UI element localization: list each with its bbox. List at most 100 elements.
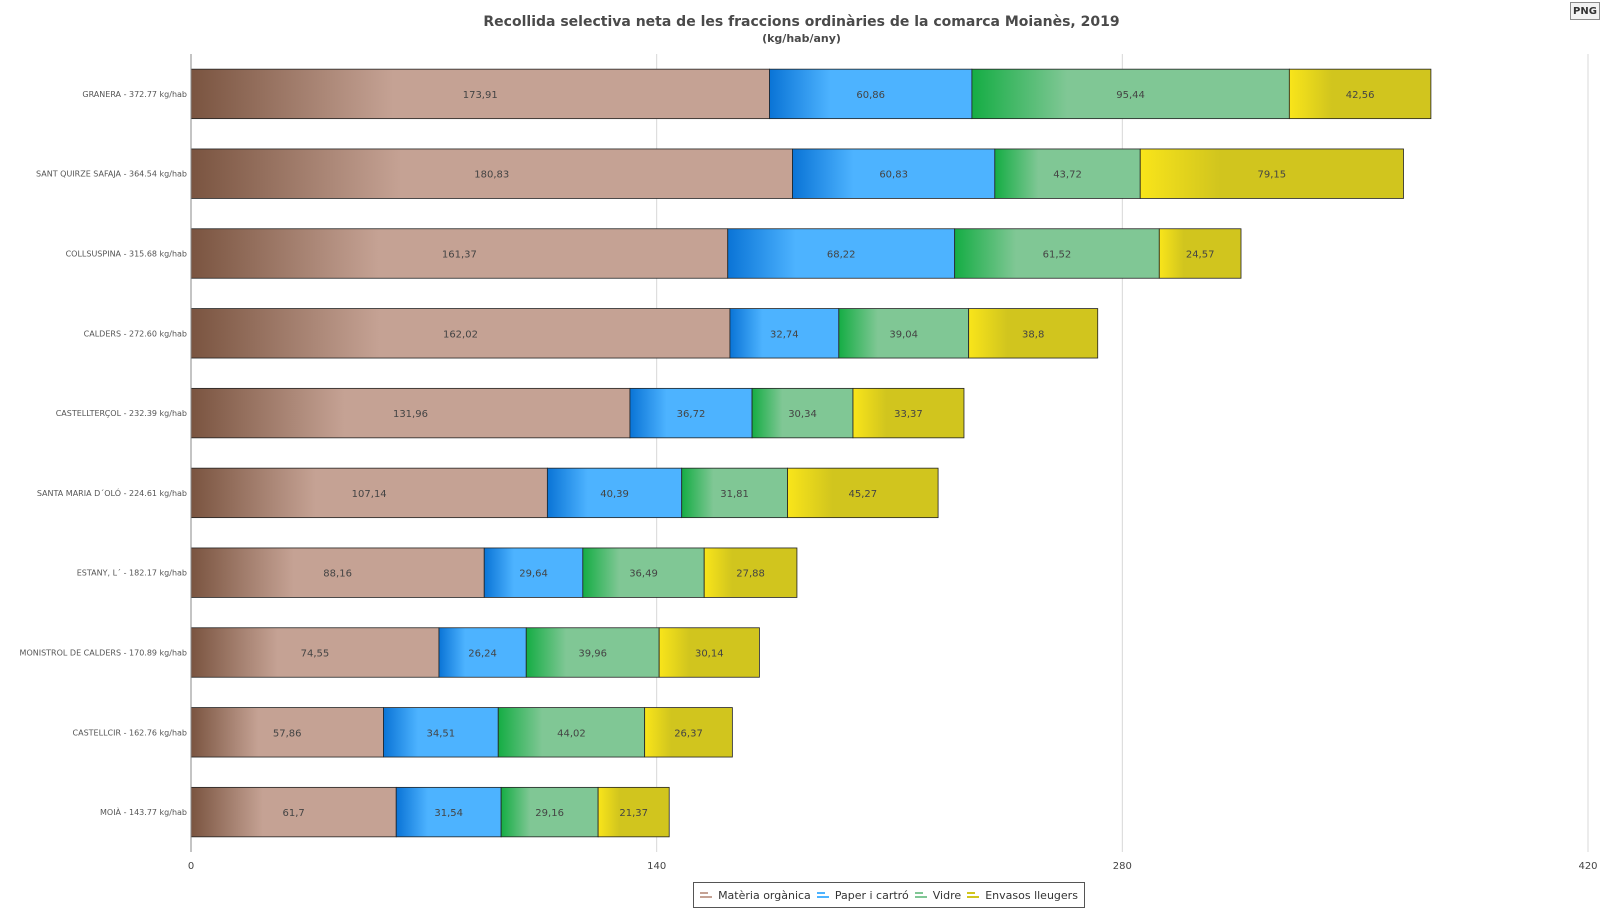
bar-segment[interactable] <box>838 308 970 359</box>
bar-segment[interactable] <box>792 148 996 199</box>
bar-segment[interactable] <box>968 308 1099 359</box>
x-tick-label: 0 <box>188 861 194 872</box>
bar-segment[interactable] <box>190 547 485 598</box>
data-label: 39,96 <box>578 649 607 660</box>
legend: Matèria orgànica Paper i cartró Vidre Envas… <box>693 882 1085 908</box>
category-label: MOIÀ - 143.77 kg/hab <box>100 806 187 817</box>
category-label: COLLSUSPINA - 315.68 kg/hab <box>66 250 187 259</box>
bar-segment[interactable] <box>383 707 499 758</box>
data-label: 31,54 <box>434 808 463 819</box>
bar-segment[interactable] <box>751 387 854 439</box>
bar-segment[interactable] <box>1139 148 1404 199</box>
bar-segment[interactable] <box>729 308 840 359</box>
legend-item[interactable]: Matèria orgànica <box>700 889 811 902</box>
bar-segment[interactable] <box>190 148 793 199</box>
x-tick-label: 420 <box>1578 861 1597 872</box>
bar-segment[interactable] <box>500 786 599 838</box>
category-label: CASTELLCIR - 162.76 kg/hab <box>73 728 187 737</box>
data-label: 27,88 <box>736 569 765 580</box>
bar-segment[interactable] <box>395 786 502 838</box>
data-label: 79,15 <box>1258 170 1287 181</box>
category-label: CASTELLTERÇOL - 232.39 kg/hab <box>56 409 187 418</box>
data-label: 131,96 <box>393 409 428 420</box>
legend-swatch-icon <box>914 891 927 900</box>
bar-segment[interactable] <box>852 387 965 439</box>
data-label: 60,83 <box>879 170 908 181</box>
bar-segment[interactable] <box>190 627 440 678</box>
chart-title: Recollida selectiva neta de les fraccion… <box>483 14 1120 30</box>
data-label: 107,14 <box>352 489 387 500</box>
bar-segment[interactable] <box>1158 228 1242 279</box>
bar-segment[interactable] <box>190 707 384 758</box>
legend-swatch-icon <box>816 891 829 900</box>
category-label: MONISTROL DE CALDERS - 170.89 kg/hab <box>20 649 187 658</box>
bar-segment[interactable] <box>769 68 973 120</box>
data-label: 162,02 <box>443 329 478 340</box>
data-label: 68,22 <box>827 250 856 261</box>
data-label: 39,04 <box>889 329 918 340</box>
axis-layer: 0 140 280 420 <box>188 54 1598 872</box>
data-label: 29,64 <box>519 569 548 580</box>
legend-label: Paper i cartró <box>834 888 909 902</box>
data-label: 30,34 <box>788 409 817 420</box>
category-label: SANTA MARIA D´OLÓ - 224.61 kg/hab <box>37 487 187 498</box>
x-tick-label: 280 <box>1113 861 1132 872</box>
bar-segment[interactable] <box>644 707 733 758</box>
export-png-button[interactable]: PNG <box>1570 2 1600 20</box>
data-label: 61,52 <box>1043 250 1072 261</box>
bars-layer <box>190 68 1432 838</box>
data-label: 88,16 <box>323 569 352 580</box>
bar-segment[interactable] <box>1288 68 1432 120</box>
data-label: 57,86 <box>273 728 302 739</box>
data-label: 180,83 <box>474 170 509 181</box>
bar-segment[interactable] <box>546 467 683 519</box>
data-label: 43,72 <box>1053 170 1082 181</box>
data-label: 26,24 <box>468 649 497 660</box>
labels-layer: GRANERA - 372.77 kg/hab 173,91 60,86 95,44 4… <box>20 90 1375 819</box>
category-label: SANT QUIRZE SAFAJA - 364.54 kg/hab <box>36 170 187 179</box>
legend-label: Vidre <box>932 888 962 902</box>
bar-segment[interactable] <box>703 547 798 598</box>
bar-segment[interactable] <box>190 228 729 279</box>
bar-segment[interactable] <box>190 786 397 838</box>
data-label: 32,74 <box>770 329 799 340</box>
bar-segment[interactable] <box>525 627 660 678</box>
data-label: 24,57 <box>1186 250 1215 261</box>
data-label: 31,81 <box>720 489 749 500</box>
data-label: 161,37 <box>442 250 477 261</box>
bar-segment[interactable] <box>190 308 731 359</box>
data-label: 40,39 <box>600 489 629 500</box>
data-label: 38,8 <box>1022 329 1044 340</box>
data-label: 95,44 <box>1116 90 1145 101</box>
data-label: 21,37 <box>619 808 648 819</box>
bar-segment[interactable] <box>658 627 760 678</box>
data-label: 26,37 <box>674 728 703 739</box>
data-label: 33,37 <box>894 409 923 420</box>
x-tick-label: 140 <box>647 861 666 872</box>
bar-segment[interactable] <box>597 786 670 838</box>
data-label: 44,02 <box>557 728 586 739</box>
data-label: 74,55 <box>301 649 330 660</box>
data-label: 60,86 <box>856 90 885 101</box>
bar-segment[interactable] <box>994 148 1141 199</box>
legend-item[interactable]: Paper i cartró <box>816 888 909 902</box>
bar-segment[interactable] <box>438 627 527 678</box>
legend-label: Matèria orgànica <box>718 888 811 902</box>
bar-segment[interactable] <box>727 228 956 279</box>
data-label: 29,16 <box>535 808 564 819</box>
category-label: CALDERS - 272.60 kg/hab <box>84 329 187 338</box>
bar-segment[interactable] <box>629 387 753 439</box>
legend-swatch-icon <box>967 891 980 900</box>
data-label: 36,72 <box>677 409 706 420</box>
data-label: 42,56 <box>1346 90 1375 101</box>
legend-swatch-icon <box>700 891 713 900</box>
bar-segment[interactable] <box>787 467 939 519</box>
legend-item[interactable]: Vidre <box>914 888 962 902</box>
bar-segment[interactable] <box>954 228 1160 279</box>
legend-label: Envasos lleugers <box>985 888 1078 902</box>
data-label: 45,27 <box>848 489 877 500</box>
data-label: 173,91 <box>463 90 498 101</box>
data-label: 36,49 <box>629 569 658 580</box>
legend-item[interactable]: Envasos lleugers <box>967 889 1078 902</box>
